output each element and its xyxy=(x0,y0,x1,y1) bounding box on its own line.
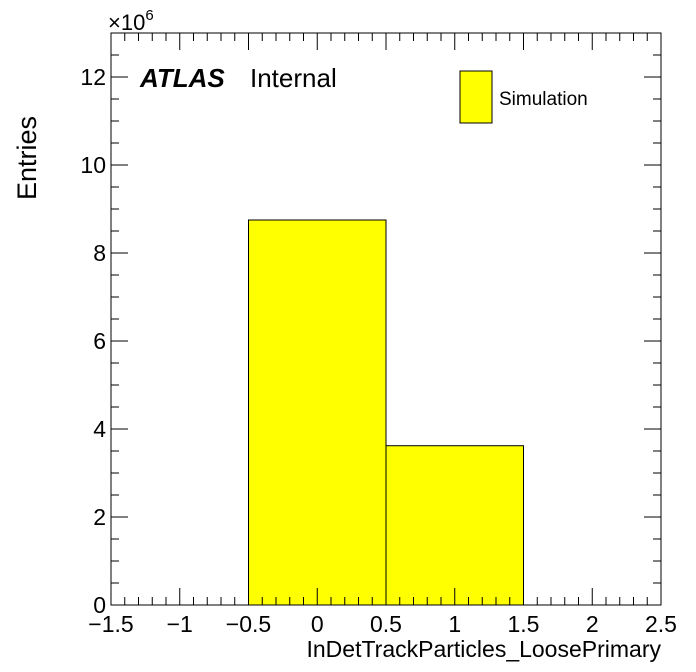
x-tick-label: 2.5 xyxy=(645,611,677,637)
y-tick-label: 4 xyxy=(93,416,106,442)
histogram-bin-0 xyxy=(248,219,387,606)
x-tick-label: −1.5 xyxy=(88,611,133,637)
histogram-bars xyxy=(248,219,524,606)
x-axis-label: InDetTrackParticles_LoosePrimary xyxy=(307,636,662,662)
x-tick-label: 1 xyxy=(448,611,461,637)
y-tick-label: 2 xyxy=(93,504,106,530)
x-tick-label: 1.5 xyxy=(508,611,540,637)
atlas-label: ATLAS xyxy=(139,63,225,93)
legend-label: Simulation xyxy=(499,89,588,110)
x-tick-label: 2 xyxy=(586,611,599,637)
legend: Simulation xyxy=(459,70,588,124)
y-tick-label: 0 xyxy=(93,592,106,618)
legend-swatch xyxy=(459,70,493,124)
axis-tick-labels: −1.5 −1 −0.5 0 0.5 1 1.5 2 2.5 0 2 4 6 8 10 12 xyxy=(80,64,677,637)
axis-ticks xyxy=(110,32,662,606)
x-tick-label: 0 xyxy=(311,611,324,637)
atlas-status-label: Internal xyxy=(250,63,337,93)
x-tick-label: −0.5 xyxy=(226,611,271,637)
x-tick-label: 0.5 xyxy=(370,611,402,637)
y-tick-label: 10 xyxy=(80,152,106,178)
y-tick-label: 6 xyxy=(93,328,106,354)
histogram-bin-1 xyxy=(385,445,524,606)
y-tick-label: 8 xyxy=(93,240,106,266)
y-exponent-label: ×106 xyxy=(108,7,154,35)
y-tick-label: 12 xyxy=(80,64,106,90)
x-tick-label: −1 xyxy=(167,611,193,637)
y-axis-label: Entries xyxy=(12,116,42,200)
